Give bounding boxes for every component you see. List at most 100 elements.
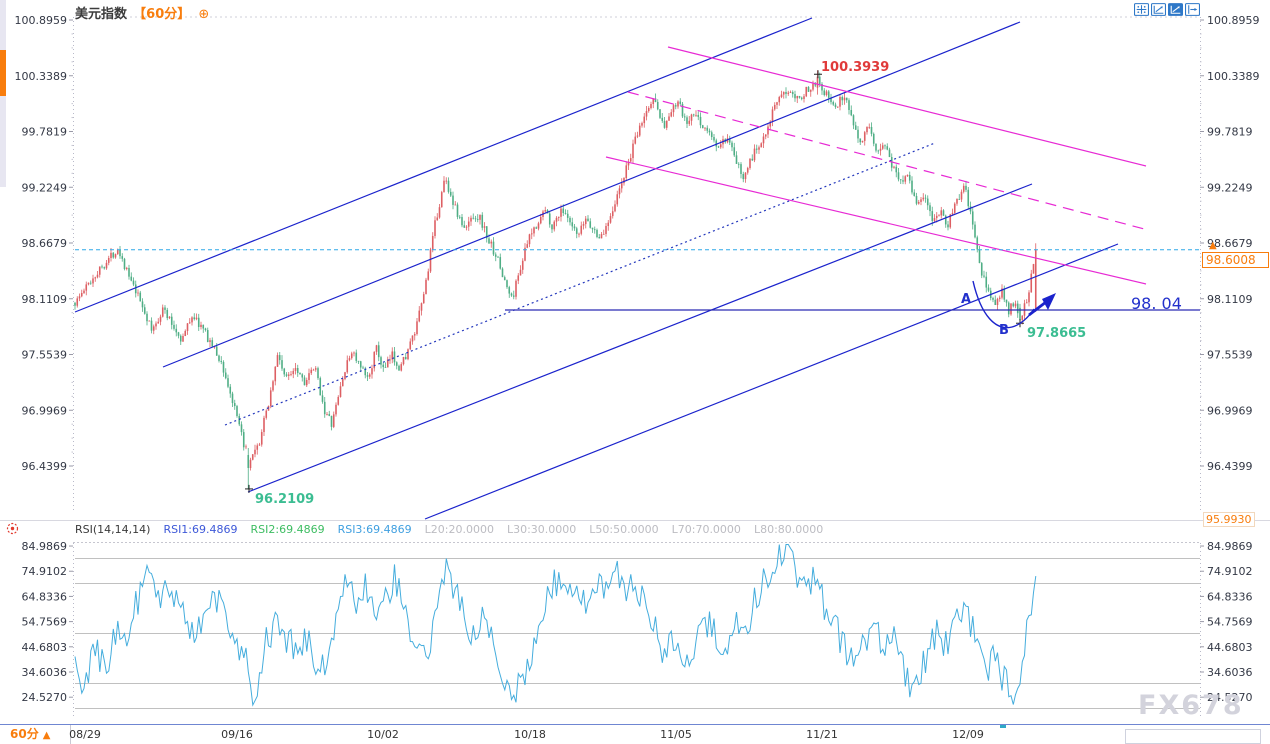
candle-body (443, 180, 445, 193)
candle-body (746, 168, 749, 173)
candle-body (152, 326, 155, 331)
candle-body (893, 166, 895, 168)
candle-body (681, 103, 684, 117)
candle-body (263, 417, 265, 433)
candle-body (843, 97, 846, 101)
add-indicator-icon[interactable]: ⊕ (198, 7, 210, 22)
indicator-target-icon[interactable] (5, 521, 20, 540)
candle-body (548, 213, 551, 225)
candle-body (580, 225, 583, 234)
scale-vertical-icon[interactable] (1168, 1, 1183, 16)
candle-body (742, 173, 745, 180)
candle-body (416, 321, 418, 335)
rsi-axis-label: 34.6036 (1207, 666, 1253, 679)
candle-body (821, 83, 823, 91)
trendline-ascending-dotted (224, 142, 936, 426)
candle-body (600, 234, 603, 239)
candle-body (798, 95, 801, 98)
candle-body (438, 207, 441, 218)
candle-body (616, 194, 619, 205)
rsi-axis-label: 24.5270 (22, 691, 68, 704)
candle-body (98, 266, 101, 275)
candle-body (366, 375, 369, 377)
candle-body (686, 117, 688, 124)
rsi-axis-label: 84.9869 (1207, 540, 1253, 553)
candle-body (281, 360, 283, 369)
candle-body (195, 317, 198, 320)
price-axis-label: 98.1109 (1207, 293, 1253, 306)
candle-body (283, 368, 286, 375)
candle-body (823, 90, 826, 96)
candle-body (314, 368, 317, 370)
candle-body (717, 146, 720, 148)
candle-body (573, 226, 576, 229)
candle-body (812, 83, 814, 90)
candle-body (789, 92, 792, 93)
candle-body (533, 227, 535, 234)
candle-body (139, 292, 142, 302)
candle-body (652, 98, 655, 104)
candle-body (377, 345, 380, 358)
candle-body (125, 267, 128, 270)
candle-body (1028, 292, 1030, 303)
candle-body (872, 133, 875, 144)
candle-body (839, 97, 841, 107)
candle-body (888, 149, 891, 158)
candle-body (886, 146, 889, 150)
date-label: 10/18 (514, 728, 546, 741)
rsi-legend-item: L70:70.0000 (671, 523, 741, 536)
candle-body (515, 280, 517, 297)
candle-body (956, 198, 958, 204)
candle-body (710, 132, 713, 138)
price-axis-label: 97.5539 (22, 349, 68, 362)
candle-body (674, 105, 677, 107)
candle-body (519, 269, 522, 276)
candle-body (850, 110, 853, 116)
timeframe-value: 60分 (10, 727, 39, 741)
left-scrollbar-track[interactable] (0, 0, 6, 187)
candle-body (553, 221, 556, 230)
time-axis: 60分 ▲ 08/29 09/16 10/02 10/18 11/05 11/21 12/09 (0, 724, 1270, 744)
candle-body (836, 106, 839, 108)
candle-body (983, 275, 985, 277)
candle-body (240, 424, 243, 433)
trendline-ascending-channel-lower (247, 183, 1033, 493)
candle-body (641, 123, 643, 126)
price-axis-label: 100.3389 (1207, 70, 1260, 83)
candle-body (499, 257, 502, 269)
candle-body (557, 216, 560, 218)
candle-body (848, 100, 850, 111)
candle-body (229, 386, 232, 394)
candle-body (132, 280, 135, 285)
candle-body (618, 188, 621, 195)
candle-body (110, 252, 112, 259)
candle-body (173, 324, 175, 329)
timeframe-tag[interactable]: 【60分】 (133, 7, 191, 22)
candle-body (341, 379, 344, 387)
timeframe-cell[interactable]: 60分 ▲ (0, 725, 71, 744)
candle-body (218, 355, 220, 361)
crosshair-icon[interactable] (1134, 1, 1149, 16)
support-level-label: 98. 04 (1131, 294, 1182, 313)
candle-body (931, 211, 934, 221)
scale-horizontal-icon[interactable] (1151, 1, 1166, 16)
candle-body (974, 224, 976, 238)
candle-body (969, 206, 972, 212)
candle-body (359, 361, 362, 368)
candle-body (105, 262, 108, 269)
candle-body (908, 174, 911, 181)
candle-body (465, 226, 468, 228)
pan-right-icon[interactable] (1185, 1, 1200, 16)
candle-body (569, 217, 571, 223)
candle-body (321, 395, 324, 402)
candle-body (94, 277, 97, 279)
rsi-legend-item: L50:50.0000 (589, 523, 659, 536)
candle-body (231, 393, 234, 404)
candle-body (332, 414, 335, 427)
candle-body (409, 341, 412, 350)
left-scrollbar-thumb[interactable] (0, 50, 6, 96)
candle-body (866, 126, 868, 133)
candle-body (89, 282, 92, 284)
candle-body (656, 101, 659, 110)
